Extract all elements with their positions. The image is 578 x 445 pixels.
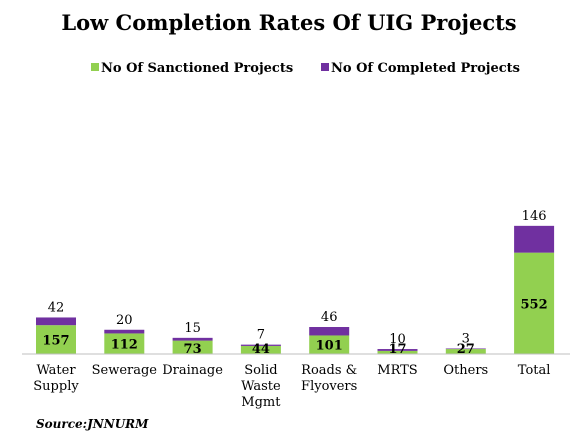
bar-sanctioned-4 [309, 335, 350, 354]
data-label-sanctioned-2: 73 [184, 342, 202, 357]
category-label-2: Drainage [162, 363, 223, 378]
bar-completed-4 [309, 327, 350, 336]
bar-sanctioned-3 [240, 345, 281, 354]
legend: No Of Sanctioned Projects No Of Complete… [91, 61, 520, 76]
bar-sanctioned-5 [377, 350, 418, 354]
data-label-completed-7: 146 [522, 209, 547, 224]
data-label-completed-4: 46 [321, 310, 338, 325]
data-label-sanctioned-3: 44 [252, 342, 270, 357]
category-label-4: Roads & Flyovers [301, 363, 357, 394]
bar-completed-1 [104, 329, 145, 334]
data-label-completed-6: 3 [462, 331, 470, 346]
bar-sanctioned-1 [104, 333, 145, 354]
category-label-5: MRTS [377, 363, 417, 378]
data-label-sanctioned-6: 27 [457, 342, 475, 357]
bar-completed-3 [240, 344, 281, 346]
bar-completed-6 [445, 348, 486, 350]
data-label-completed-1: 20 [116, 313, 133, 328]
data-label-sanctioned-4: 101 [316, 339, 343, 354]
bar-completed-0 [36, 317, 76, 326]
data-label-completed-5: 10 [389, 332, 406, 347]
bars [36, 225, 555, 354]
data-label-completed-3: 7 [257, 328, 265, 343]
bar-sanctioned-7 [514, 252, 555, 354]
bar-completed-2 [172, 337, 213, 341]
bar-sanctioned-2 [172, 340, 213, 354]
data-label-sanctioned-7: 552 [521, 297, 548, 312]
data-label-sanctioned-1: 112 [111, 338, 138, 353]
category-label-7: Total [518, 363, 551, 378]
category-label-6: Others [443, 363, 488, 378]
legend-swatch-completed [321, 63, 329, 71]
bar-sanctioned-6 [445, 349, 486, 354]
source-note: Source:JNNURM [36, 417, 149, 431]
data-label-sanctioned-0: 157 [42, 334, 69, 349]
bar-completed-5 [377, 349, 418, 351]
legend-swatch-sanctioned [91, 63, 99, 71]
category-labels: Water Supply Sewerage Drainage Solid Waste Mgm… [33, 363, 550, 410]
legend-label-sanctioned: No Of Sanctioned Projects [101, 61, 293, 76]
category-label-3: Solid Waste Mgmt [241, 363, 281, 410]
legend-label-completed: No Of Completed Projects [331, 61, 520, 76]
category-label-1: Sewerage [92, 363, 158, 378]
data-label-completed-2: 15 [184, 321, 201, 336]
category-label-0: Water Supply [33, 363, 79, 394]
bar-sanctioned-0 [36, 325, 76, 354]
bar-completed-7 [514, 225, 555, 253]
data-label-completed-0: 42 [48, 300, 65, 315]
data-label-sanctioned-5: 17 [388, 342, 406, 357]
chart-title: Low Completion Rates Of UIG Projects [61, 10, 516, 35]
